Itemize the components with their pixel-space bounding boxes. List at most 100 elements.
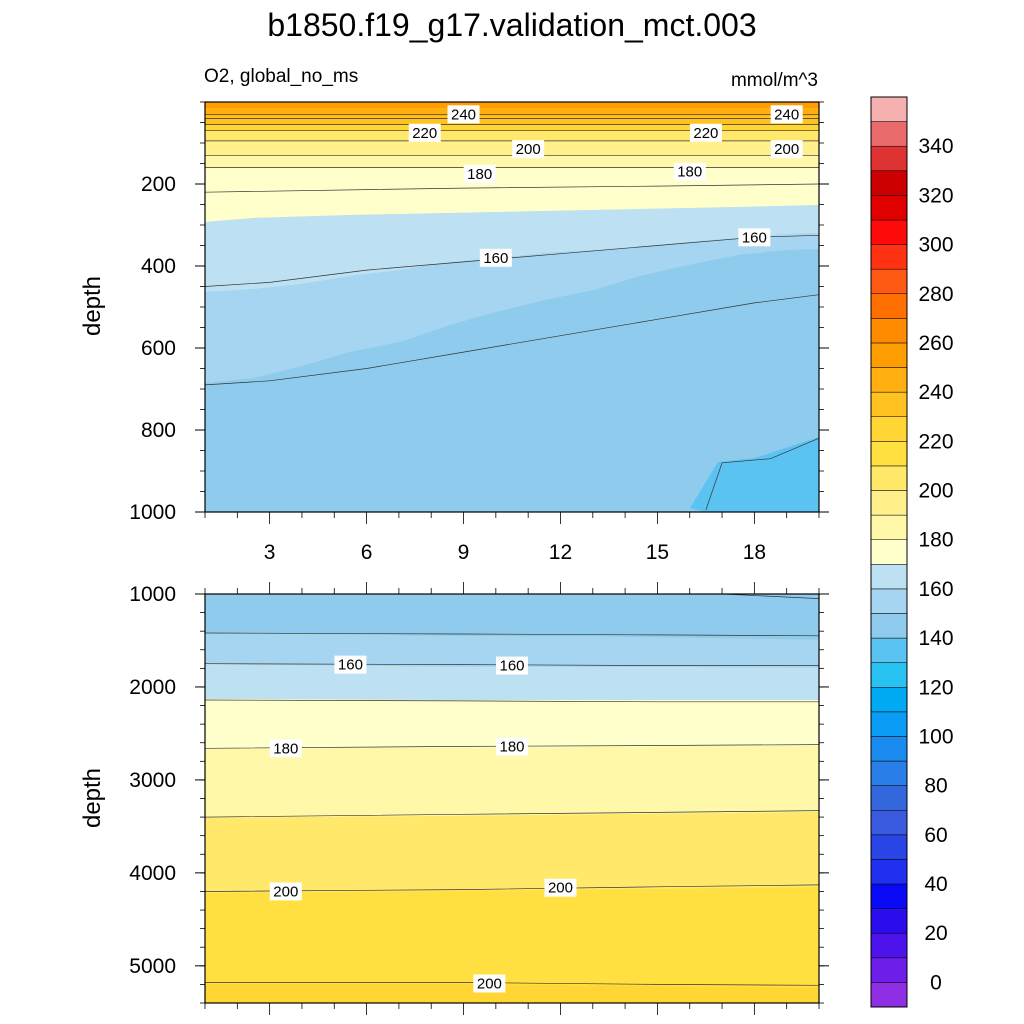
colorbar-swatch	[870, 514, 908, 540]
colorbar-swatch	[870, 170, 908, 196]
contour-label-bg	[463, 164, 496, 183]
contour-label-bg	[269, 739, 302, 758]
contour-line-180	[204, 744, 820, 749]
contour-label: 240	[451, 106, 476, 123]
y-tick-label: 2000	[129, 676, 176, 699]
colorbar-swatch	[870, 367, 908, 393]
contour-label: 180	[273, 740, 298, 757]
contour-label-bg	[770, 140, 803, 159]
colorbar-swatch	[870, 96, 908, 122]
x-tick-label: 6	[361, 541, 373, 564]
colorbar-swatch	[870, 613, 908, 639]
upper-panel: 240 240 220 220 200 200 180 180 160 160 200 400 600…	[79, 101, 829, 564]
contour-label: 200	[477, 975, 502, 992]
contour-label: 180	[677, 164, 702, 181]
colorbar-tick-label: 180	[918, 529, 953, 552]
colorbar-swatch	[870, 809, 908, 836]
contour-label: 180	[499, 738, 524, 755]
contour-label: 200	[548, 880, 573, 897]
upper-band-190-200	[205, 141, 819, 155]
colorbar-swatch	[870, 441, 908, 467]
contour-label-bg	[473, 974, 506, 993]
contour-label: 160	[338, 657, 363, 674]
contour-label: 220	[412, 125, 437, 142]
contour-label-bg	[770, 105, 803, 124]
contour-label: 160	[483, 250, 508, 267]
colorbar-swatch	[870, 982, 908, 1008]
colorbar-tick-label: 240	[918, 381, 953, 404]
upper-band-210-220	[205, 124, 819, 131]
y-tick-label: 1000	[129, 583, 176, 606]
upper-y-axis: 200 400 600 800 1000	[129, 101, 829, 524]
contour-label-bg	[447, 105, 480, 124]
colorbar-swatch	[870, 736, 908, 762]
contour-line-160	[204, 663, 819, 666]
colorbar-tick-label: 220	[918, 430, 953, 453]
colorbar-tick-label: 260	[918, 332, 953, 355]
upper-band-230-240	[205, 108, 819, 116]
colorbar-swatch	[870, 883, 908, 909]
colorbar-swatch	[870, 711, 908, 737]
lower-x-axis	[204, 582, 820, 1015]
upper-band-240-250	[205, 102, 819, 108]
contour-label-bg	[512, 140, 545, 159]
lower-y-axis-label: depth	[79, 768, 106, 828]
colorbar-tick-label: 140	[918, 627, 953, 650]
chart-title: b1850.f19_g17.validation_mct.003	[267, 7, 756, 43]
lower-band-170-180	[205, 699, 819, 749]
contour-label-bg	[689, 123, 722, 142]
colorbar-swatch	[870, 268, 908, 295]
colorbar-tick-label: 300	[918, 234, 953, 257]
colorbar-tick-label: 160	[918, 578, 953, 601]
contour-label-bg	[738, 228, 771, 247]
lower-band-140-150	[205, 594, 819, 640]
colorbar-swatch	[870, 195, 908, 221]
colorbar-swatch	[870, 564, 908, 590]
contour-label-bg	[479, 248, 512, 267]
colorbar-swatch	[870, 785, 908, 811]
contour-label: 200	[516, 141, 541, 158]
contour-label: 160	[742, 229, 767, 246]
contour-line-140	[204, 632, 820, 637]
variable-label: O2, global_no_ms	[204, 66, 358, 87]
colorbar-swatch	[870, 932, 908, 959]
y-tick-label: 800	[141, 419, 176, 442]
contour-label: 200	[774, 141, 799, 158]
lower-band-210-220	[205, 984, 819, 1003]
colorbar-swatch	[870, 859, 908, 885]
colorbar-swatch	[870, 293, 908, 319]
contour-line-140	[705, 437, 820, 511]
colorbar-swatch	[870, 121, 908, 147]
colorbar	[870, 96, 908, 1008]
colorbar-swatch	[870, 760, 908, 786]
upper-contour-labels: 240 240 220 220 200 200 180 180 160 160	[408, 105, 803, 267]
upper-band-150-160	[205, 233, 819, 383]
upper-band-170-180	[205, 168, 819, 222]
colorbar-tick-label: 40	[924, 873, 947, 896]
contour-line-170	[204, 699, 819, 703]
y-tick-label: 5000	[129, 955, 176, 978]
upper-band-200-210	[205, 131, 819, 141]
contour-label-bg	[334, 655, 367, 674]
lower-band-180-190	[205, 746, 819, 818]
colorbar-swatch	[870, 416, 908, 442]
contour-label: 180	[467, 166, 492, 183]
y-tick-label: 600	[141, 337, 176, 360]
lower-y-axis: 1000 2000 3000 4000 5000	[129, 583, 829, 1004]
colorbar-swatch	[870, 834, 908, 860]
upper-band-130-140	[690, 437, 819, 512]
contour-label-bg	[544, 878, 577, 897]
colorbar-swatch	[870, 391, 908, 417]
contour-line-210	[205, 982, 820, 986]
colorbar-tick-label: 320	[918, 184, 953, 207]
y-tick-label: 3000	[129, 769, 176, 792]
colorbar-swatch	[870, 539, 908, 565]
x-tick-label: 15	[646, 541, 669, 564]
x-tick-label: 3	[264, 541, 276, 564]
upper-band-220-230	[205, 116, 819, 124]
contour-line-160	[204, 234, 820, 287]
contour-line-170	[204, 183, 820, 193]
y-tick-label: 200	[141, 173, 176, 196]
x-tick-label: 9	[458, 541, 470, 564]
